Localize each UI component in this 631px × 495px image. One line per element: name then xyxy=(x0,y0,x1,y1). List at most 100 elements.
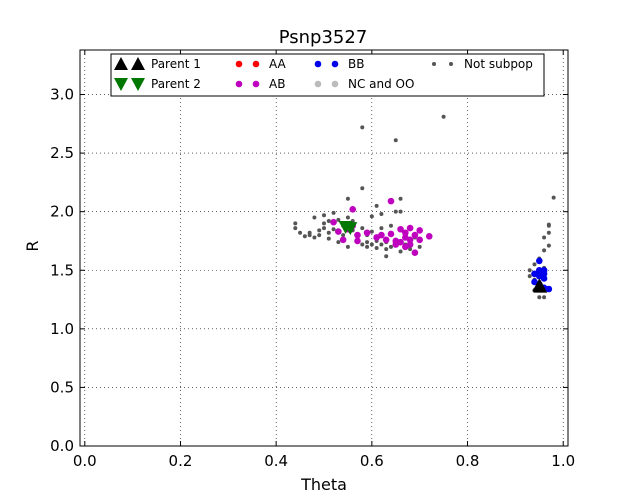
point-not-subpop xyxy=(388,223,393,228)
point-not-subpop xyxy=(345,215,350,220)
x-tick-label: 1.0 xyxy=(551,452,575,470)
point-not-subpop xyxy=(551,195,556,200)
point-not-subpop xyxy=(369,242,374,247)
legend-label-parent-1: Parent 1 xyxy=(151,57,201,71)
point-not-subpop xyxy=(398,209,403,214)
point-not-subpop xyxy=(542,248,547,253)
point-not-subpop xyxy=(384,247,389,252)
point-not-subpop xyxy=(345,244,350,249)
y-tick-label: 0.0 xyxy=(50,437,74,455)
y-axis-label: R xyxy=(23,240,42,251)
legend-marker-not-subpop xyxy=(432,62,436,66)
legend-marker-bb xyxy=(314,60,322,68)
point-not-subpop xyxy=(379,212,384,217)
legend-marker-aa xyxy=(235,60,243,68)
point-not-subpop xyxy=(374,203,379,208)
legend-label-parent-2: Parent 2 xyxy=(151,77,201,91)
legend-marker-nc-and-oo xyxy=(331,80,339,88)
point-ab xyxy=(363,229,371,237)
legend-label-bb: BB xyxy=(348,57,364,71)
point-not-subpop xyxy=(336,217,341,222)
point-parent-2 xyxy=(343,222,358,236)
point-not-subpop xyxy=(365,240,370,245)
point-not-subpop xyxy=(417,244,422,249)
point-ab xyxy=(330,218,337,226)
legend-box xyxy=(110,53,545,97)
point-ab xyxy=(387,197,395,205)
point-not-subpop xyxy=(360,125,365,130)
point-not-subpop xyxy=(393,138,398,143)
point-ab xyxy=(411,231,419,239)
point-not-subpop xyxy=(312,215,317,220)
point-not-subpop xyxy=(546,223,551,228)
y-tick-label: 2.0 xyxy=(50,203,74,221)
legend-marker-aa xyxy=(252,60,260,68)
point-not-subpop xyxy=(369,229,374,234)
legend-label-not-subpop: Not subpop xyxy=(464,57,533,71)
point-not-subpop xyxy=(360,242,365,247)
chart-title: Psnp3527 xyxy=(279,27,368,48)
legend-marker-parent-2 xyxy=(114,78,128,91)
point-ab xyxy=(397,225,404,233)
x-tick-label: 0.8 xyxy=(456,452,480,470)
point-not-subpop xyxy=(546,243,551,248)
point-ab xyxy=(416,236,423,244)
y-tick-label: 3.0 xyxy=(50,86,74,104)
point-not-subpop xyxy=(374,246,379,250)
point-not-subpop xyxy=(398,196,403,201)
point-not-subpop xyxy=(326,230,331,235)
y-tick-label: 2.5 xyxy=(50,144,74,162)
point-not-subpop xyxy=(293,226,298,231)
point-not-subpop xyxy=(331,227,336,232)
point-not-subpop xyxy=(307,233,312,238)
point-not-subpop xyxy=(532,262,537,267)
x-tick-label: 0.0 xyxy=(73,452,97,470)
point-not-subpop xyxy=(331,210,336,215)
point-ab xyxy=(349,206,357,213)
point-not-subpop xyxy=(293,221,298,226)
point-not-subpop xyxy=(326,236,331,241)
legend-label-aa: AA xyxy=(269,57,287,71)
point-not-subpop xyxy=(312,235,317,240)
point-not-subpop xyxy=(322,221,326,226)
point-ab xyxy=(406,224,414,232)
legend-label-nc-and-oo: NC and OO xyxy=(348,77,414,91)
y-tick-label: 0.5 xyxy=(50,378,74,396)
point-not-subpop xyxy=(345,196,350,201)
point-ab xyxy=(416,227,423,234)
plot-frame xyxy=(79,49,569,447)
x-tick-label: 0.4 xyxy=(264,452,288,470)
point-ab xyxy=(387,230,395,238)
point-not-subpop xyxy=(302,234,307,239)
point-ab xyxy=(406,236,414,244)
legend-label-ab: AB xyxy=(269,77,285,91)
point-not-subpop xyxy=(379,226,384,231)
y-tick-label: 1.0 xyxy=(50,320,74,338)
point-ab xyxy=(335,228,342,235)
point-not-subpop xyxy=(527,274,532,279)
point-ab xyxy=(406,241,414,248)
point-ab xyxy=(339,236,347,244)
point-not-subpop xyxy=(360,186,365,191)
legend: Parent 1 Parent 2 AA AB BB NC and OO Not subpo… xyxy=(110,53,545,97)
point-not-subpop xyxy=(527,268,532,273)
point-ab xyxy=(378,231,385,239)
legend-marker-parent-2 xyxy=(131,78,145,91)
point-not-subpop xyxy=(341,233,346,238)
point-not-subpop xyxy=(398,249,403,254)
point-not-subpop xyxy=(317,228,322,233)
point-not-subpop xyxy=(408,247,413,252)
point-not-subpop xyxy=(298,230,303,235)
point-bb xyxy=(540,275,548,282)
point-not-subpop xyxy=(441,114,446,119)
point-not-subpop xyxy=(360,226,365,231)
point-ab xyxy=(425,232,433,240)
y-tick-label: 1.5 xyxy=(50,261,74,279)
point-not-subpop xyxy=(369,214,374,219)
x-tick-label: 0.2 xyxy=(169,452,193,470)
point-not-subpop xyxy=(322,226,326,231)
point-ab xyxy=(397,238,404,246)
legend-marker-parent-1 xyxy=(114,57,128,70)
point-not-subpop xyxy=(537,295,542,300)
x-tick-label: 0.6 xyxy=(360,452,384,470)
